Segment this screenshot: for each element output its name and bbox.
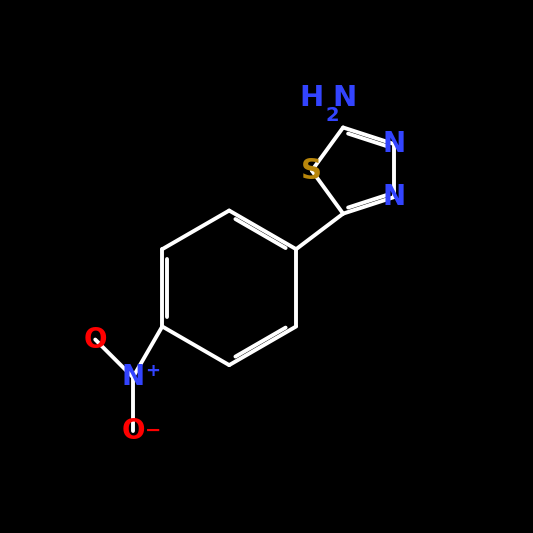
Text: N: N: [122, 363, 144, 391]
Text: N: N: [382, 130, 405, 158]
Text: 2: 2: [326, 106, 340, 125]
Text: +: +: [144, 362, 160, 380]
Text: O: O: [121, 416, 144, 445]
Text: N: N: [382, 183, 405, 211]
Text: S: S: [301, 157, 322, 184]
Text: −: −: [144, 421, 161, 440]
Text: N: N: [333, 84, 357, 112]
Text: H: H: [299, 84, 324, 112]
Text: O: O: [84, 326, 107, 353]
